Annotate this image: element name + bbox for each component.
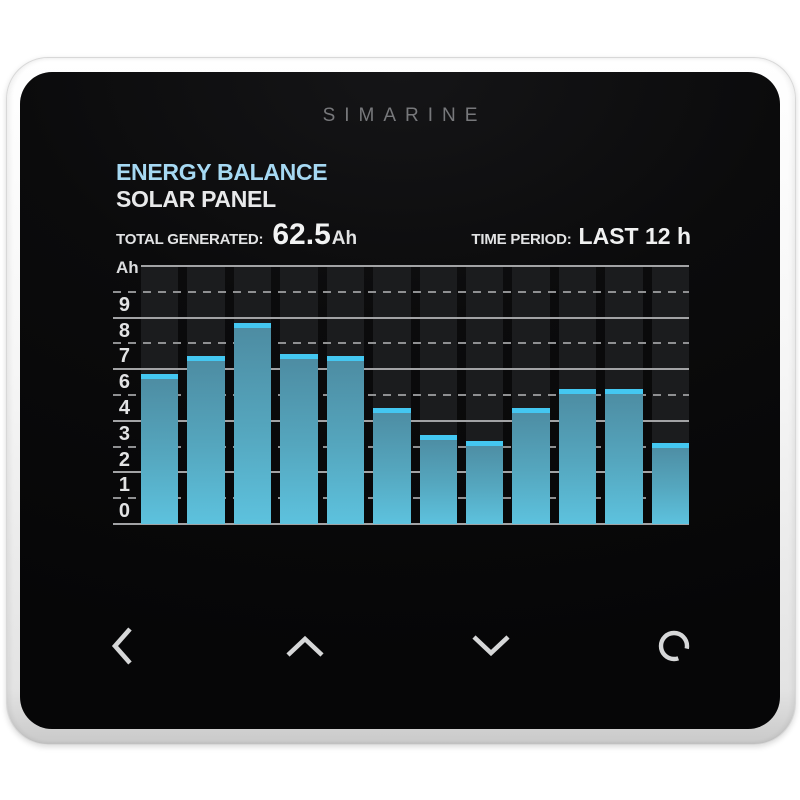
gridline	[113, 342, 689, 345]
time-period: TIME PERIOD: LAST 12 h	[471, 223, 691, 250]
gridline	[113, 290, 689, 293]
bar-cap	[326, 356, 365, 362]
gridline	[141, 265, 689, 267]
y-axis-tick: 9	[118, 293, 130, 316]
up-button[interactable]	[273, 616, 337, 676]
time-period-label: TIME PERIOD:	[471, 231, 572, 248]
bar	[558, 388, 597, 524]
y-axis-tick: 8	[118, 319, 130, 342]
y-axis-unit-label: Ah	[116, 258, 139, 277]
total-generated-value: 62.5	[272, 218, 331, 251]
bar-cap	[187, 356, 225, 362]
bar	[419, 435, 457, 524]
chevron-left-icon	[111, 627, 132, 665]
bar-cap	[512, 407, 550, 413]
bar-cap	[419, 435, 457, 440]
select-button[interactable]	[642, 616, 706, 676]
y-axis-tick: 4	[118, 396, 130, 419]
y-axis-tick: 3	[118, 422, 130, 445]
chevron-up-icon	[286, 635, 324, 657]
back-button[interactable]	[90, 616, 154, 676]
bar-cap	[373, 407, 411, 413]
bar	[605, 388, 643, 524]
bar	[141, 374, 179, 524]
bar-cap	[651, 442, 690, 448]
page-title: ENERGY BALANCE	[116, 159, 328, 185]
bar	[233, 322, 272, 524]
bar	[512, 407, 550, 524]
bar	[280, 353, 318, 524]
gridline	[113, 394, 689, 396]
down-button[interactable]	[459, 616, 523, 676]
brand-logo: SIMARINE	[322, 105, 487, 126]
y-axis-tick: 0	[118, 500, 130, 523]
chart-bars-layer	[141, 266, 690, 524]
y-axis-tick: 6	[118, 371, 130, 394]
device-screen: SIMARINE ENERGY BALANCE SOLAR PANEL TOTA…	[20, 72, 780, 729]
bar	[465, 441, 504, 524]
y-axis-tick: 7	[118, 345, 130, 368]
bar-cap	[465, 441, 504, 447]
bar	[651, 442, 690, 524]
bar	[187, 356, 225, 524]
page-subtitle: SOLAR PANEL	[116, 186, 276, 212]
bar-cap	[233, 322, 272, 328]
bar-cap	[141, 374, 179, 380]
y-axis-tick: 2	[118, 448, 130, 471]
stats-row: TOTAL GENERATED: 62.5 Ah TIME PERIOD: LA…	[116, 218, 691, 252]
total-generated: TOTAL GENERATED: 62.5 Ah	[116, 218, 357, 252]
bar-cap	[280, 353, 318, 359]
gridline	[113, 316, 689, 319]
bar-chart	[113, 265, 690, 525]
open-circle-icon	[658, 630, 690, 662]
total-generated-unit: Ah	[331, 228, 358, 249]
y-axis-tick: 1	[118, 474, 130, 497]
bar-cap	[558, 388, 597, 394]
bar-cap	[605, 388, 643, 394]
bar	[326, 356, 365, 524]
gridline	[113, 368, 689, 371]
bar	[373, 407, 411, 524]
chevron-down-icon	[472, 635, 510, 657]
time-period-value: LAST 12 h	[578, 223, 691, 249]
device-frame: SIMARINE ENERGY BALANCE SOLAR PANEL TOTA…	[6, 57, 796, 745]
gridline	[113, 523, 689, 525]
total-generated-label: TOTAL GENERATED:	[116, 231, 264, 248]
